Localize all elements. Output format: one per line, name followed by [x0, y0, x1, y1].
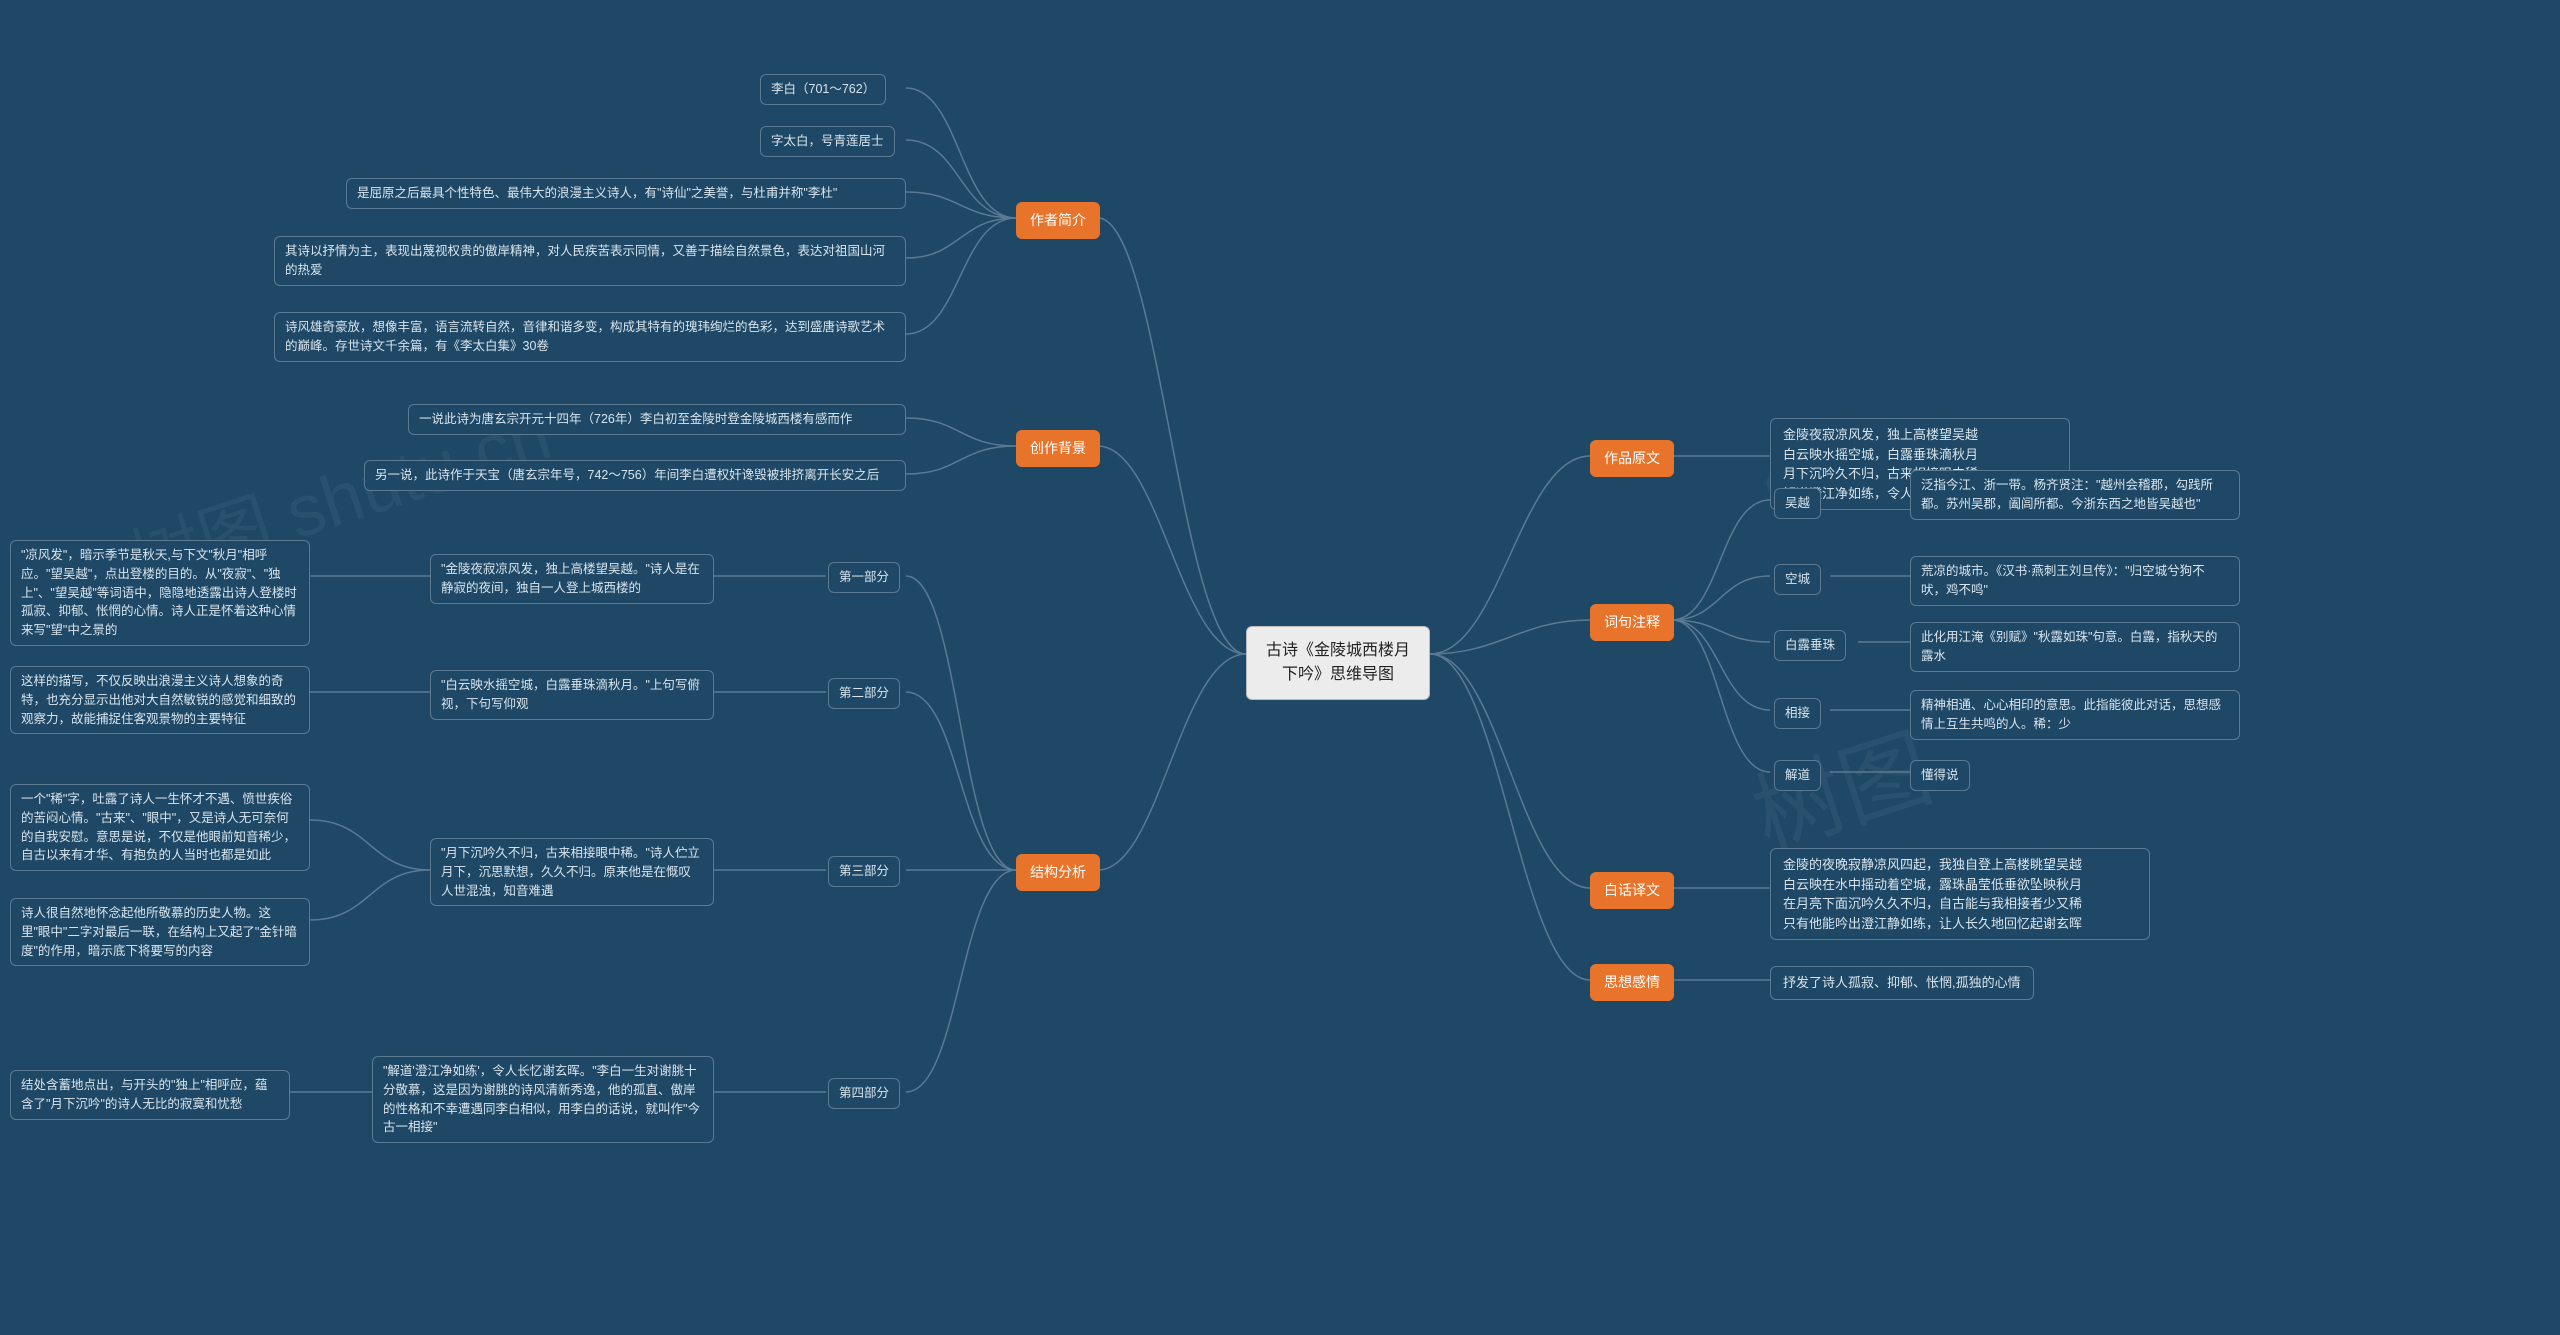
part3-mid: "月下沉吟久不归，古来相接眼中稀。"诗人伫立月下，沉思默想，久久不归。原来他是在…	[430, 838, 714, 906]
author-item-1: 字太白，号青莲居士	[760, 126, 895, 157]
note-val-1: 荒凉的城市。《汉书·燕刺王刘旦传》："归空城兮狗不吠，鸡不鸣"	[1910, 556, 2240, 606]
part1-label: 第一部分	[828, 562, 900, 593]
note-key-1: 空城	[1774, 564, 1821, 595]
part4-leaf-0: 结处含蓄地点出，与开头的"独上"相呼应，蕴含了"月下沉吟"的诗人无比的寂寞和忧愁	[10, 1070, 290, 1120]
note-key-4: 解道	[1774, 760, 1821, 791]
branch-translation: 白话译文	[1590, 872, 1674, 909]
note-key-0: 吴越	[1774, 488, 1821, 519]
branch-notes: 词句注释	[1590, 604, 1674, 641]
note-val-2: 此化用江淹《别赋》"秋露如珠"句意。白露，指秋天的露水	[1910, 622, 2240, 672]
note-val-4: 懂得说	[1910, 760, 1970, 791]
branch-emotion: 思想感情	[1590, 964, 1674, 1001]
part2-label: 第二部分	[828, 678, 900, 709]
emotion-text: 抒发了诗人孤寂、抑郁、怅惘,孤独的心情	[1770, 966, 2034, 1000]
bg-item-1: 另一说，此诗作于天宝（唐玄宗年号，742～756）年间李白遭权奸谗毁被排挤离开长…	[364, 460, 906, 491]
note-val-3: 精神相通、心心相印的意思。此指能彼此对话，思想感情上互生共鸣的人。稀：少	[1910, 690, 2240, 740]
part2-leaf-0: 这样的描写，不仅反映出浪漫主义诗人想象的奇特，也充分显示出他对大自然敏锐的感觉和…	[10, 666, 310, 734]
author-item-2: 是屈原之后最具个性特色、最伟大的浪漫主义诗人，有"诗仙"之美誉，与杜甫并称"李杜…	[346, 178, 906, 209]
part3-label: 第三部分	[828, 856, 900, 887]
branch-original: 作品原文	[1590, 440, 1674, 477]
part1-mid: "金陵夜寂凉风发，独上高楼望吴越。"诗人是在静寂的夜间，独自一人登上城西楼的	[430, 554, 714, 604]
author-item-0: 李白（701～762）	[760, 74, 886, 105]
note-key-2: 白露垂珠	[1774, 630, 1846, 661]
center-node: 古诗《金陵城西楼月下吟》思维导图	[1246, 626, 1430, 700]
note-key-3: 相接	[1774, 698, 1821, 729]
part3-leaf-0: 一个"稀"字，吐露了诗人一生怀才不遇、愤世疾俗的苦闷心情。"古来"、"眼中"，又…	[10, 784, 310, 871]
part4-mid: "解道'澄江净如练'，令人长忆谢玄晖。"李白一生对谢朓十分敬慕，这是因为谢朓的诗…	[372, 1056, 714, 1143]
branch-author: 作者简介	[1016, 202, 1100, 239]
author-item-4: 诗风雄奇豪放，想像丰富，语言流转自然，音律和谐多变，构成其特有的瑰玮绚烂的色彩，…	[274, 312, 906, 362]
translation-text: 金陵的夜晚寂静凉风四起，我独自登上高楼眺望吴越 白云映在水中摇动着空城，露珠晶莹…	[1770, 848, 2150, 940]
branch-structure: 结构分析	[1016, 854, 1100, 891]
bg-item-0: 一说此诗为唐玄宗开元十四年（726年）李白初至金陵时登金陵城西楼有感而作	[408, 404, 906, 435]
note-val-0: 泛指今江、浙一带。杨齐贤注："越州会稽郡，勾践所都。苏州吴郡，阖闾所都。今浙东西…	[1910, 470, 2240, 520]
branch-background: 创作背景	[1016, 430, 1100, 467]
part4-label: 第四部分	[828, 1078, 900, 1109]
part2-mid: "白云映水摇空城，白露垂珠滴秋月。"上句写俯视，下句写仰观	[430, 670, 714, 720]
author-item-3: 其诗以抒情为主，表现出蔑视权贵的傲岸精神，对人民疾苦表示同情，又善于描绘自然景色…	[274, 236, 906, 286]
part1-leaf-0: "凉风发"，暗示季节是秋天,与下文"秋月"相呼应。"望吴越"，点出登楼的目的。从…	[10, 540, 310, 646]
part3-leaf-1: 诗人很自然地怀念起他所敬慕的历史人物。这里"眼中"二字对最后一联，在结构上又起了…	[10, 898, 310, 966]
